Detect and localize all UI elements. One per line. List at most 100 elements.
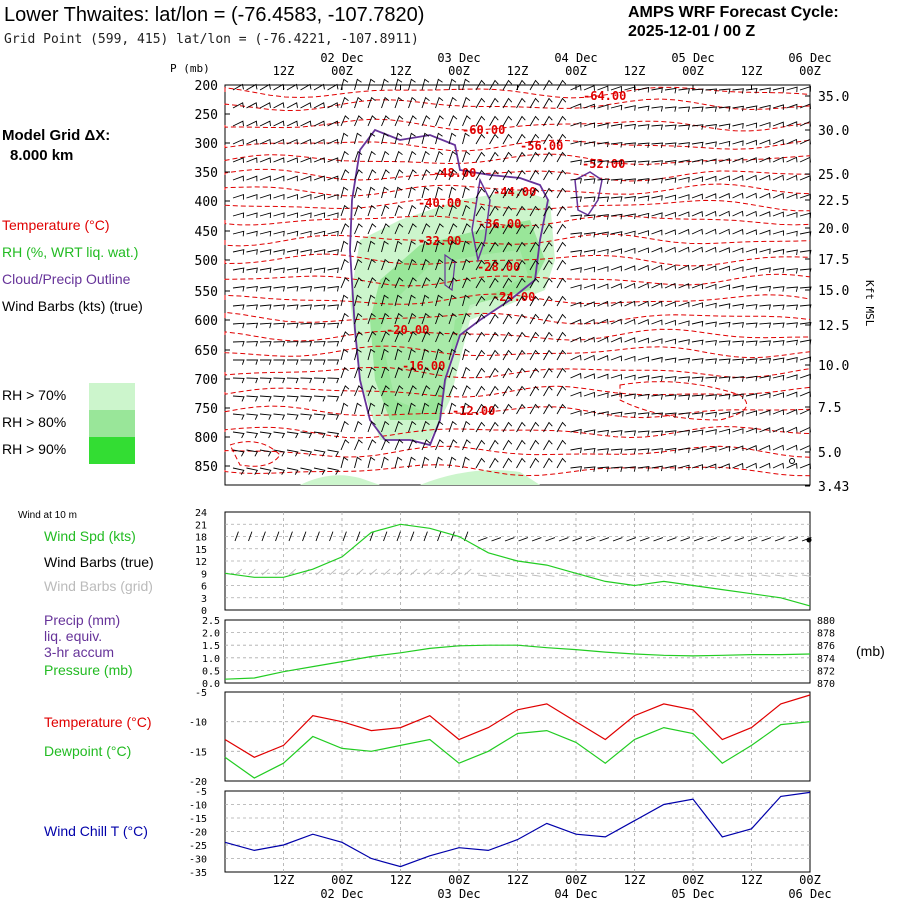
wind-barb xyxy=(462,186,470,199)
temperature-contour-label: -12.00 xyxy=(452,404,495,418)
wind-barb xyxy=(799,408,811,415)
wind-barb xyxy=(718,445,730,452)
wind-barb-true xyxy=(396,531,401,542)
wind-barb xyxy=(786,138,798,145)
precip-tick-label: 1.0 xyxy=(202,654,220,665)
precip-accum-label: 3-hr accum xyxy=(44,644,115,660)
wind-barb xyxy=(759,121,771,128)
wind-barb xyxy=(448,132,457,145)
pressure-tick-label: 650 xyxy=(195,344,218,359)
wind-barb xyxy=(327,102,339,109)
wind-barb xyxy=(637,247,649,254)
pressure-tick-label: 750 xyxy=(195,402,218,417)
wind-chill-line xyxy=(224,791,811,868)
wind-barb xyxy=(475,457,486,469)
wind-barb-true xyxy=(423,531,428,542)
wind-speed-tick-label: 12 xyxy=(195,557,207,568)
wind-barb xyxy=(786,374,798,380)
wind-barb xyxy=(300,359,313,365)
bottom-date-label: 02 Dec xyxy=(320,887,363,900)
wind-barb xyxy=(462,258,471,271)
wind-barb xyxy=(421,456,430,469)
wind-barb xyxy=(597,141,609,148)
wind-barb xyxy=(637,86,650,93)
wind-barb xyxy=(259,413,272,420)
wind-barb xyxy=(327,359,340,365)
wind-barb xyxy=(489,277,499,289)
wind-barb xyxy=(448,366,457,379)
bottom-hour-label: 12Z xyxy=(507,873,529,887)
wind-barb xyxy=(394,150,403,163)
wind-barb xyxy=(394,439,404,451)
wind-barb xyxy=(354,456,362,469)
legend-rh80-swatch xyxy=(89,410,135,437)
wind-barb xyxy=(259,175,271,182)
wind-barb xyxy=(759,357,771,364)
wind-barb xyxy=(232,249,245,255)
wind-barb-true xyxy=(531,537,542,542)
wind-barb xyxy=(718,88,731,94)
wind-barb xyxy=(381,331,390,343)
wind-barb-true xyxy=(747,537,758,542)
wind-barb xyxy=(502,295,513,307)
wind-barb xyxy=(651,142,664,149)
p-axis-title: P (mb) xyxy=(170,62,210,75)
wind-barb xyxy=(583,249,596,255)
wind-barb xyxy=(691,429,704,436)
wind-barb-grid xyxy=(342,568,351,576)
wind-barb xyxy=(516,421,526,433)
bottom-hour-label: 12Z xyxy=(273,873,295,887)
wind-barb xyxy=(556,241,567,253)
wind-barb xyxy=(759,139,771,146)
wind-barb xyxy=(597,300,609,307)
wind-barb xyxy=(732,445,744,452)
wind-chill-tick-label: -20 xyxy=(189,828,207,839)
temperature-contour-label: -24.00 xyxy=(492,290,535,304)
wind-barb xyxy=(772,248,785,255)
wind-barb xyxy=(354,420,363,433)
wind-barb xyxy=(691,358,704,364)
top-date-label: 02 Dec xyxy=(320,51,363,65)
wind-barb xyxy=(259,120,271,127)
wind-speed-tick-label: 21 xyxy=(195,520,207,531)
wind-barb xyxy=(732,210,744,217)
wind-barb xyxy=(489,205,499,217)
wind-barb xyxy=(556,151,567,163)
wind-barb xyxy=(664,177,677,183)
wind-barb xyxy=(232,138,244,145)
wind-barb xyxy=(448,348,457,361)
wind-barb xyxy=(678,88,690,94)
wind-barb xyxy=(273,449,285,457)
wind-barb xyxy=(732,322,744,328)
wind-barb xyxy=(327,467,340,475)
wind-barb-true xyxy=(653,537,664,542)
wind-barb-grid xyxy=(558,574,568,577)
wind-barb xyxy=(718,428,731,435)
wind-barb xyxy=(367,312,376,325)
wind-barb xyxy=(556,133,567,145)
wind-barb xyxy=(570,232,582,238)
legend-rh: RH (%, WRT liq. wat.) xyxy=(2,244,139,260)
wind-barb xyxy=(246,285,258,292)
wind-barb xyxy=(354,294,362,307)
wind-barb xyxy=(300,413,313,420)
wind-barb xyxy=(232,449,245,457)
wind-barb xyxy=(799,156,811,163)
wind-barb xyxy=(772,156,784,163)
kft-tick-label: 5.0 xyxy=(818,446,841,461)
wind-barb xyxy=(772,444,784,451)
wind-barb-true xyxy=(761,537,772,542)
wind-barb xyxy=(691,88,704,94)
wind-barb xyxy=(529,169,540,181)
wind-barb xyxy=(610,392,623,399)
temperature-tick-label: -15 xyxy=(189,747,207,758)
wind-barb-grid xyxy=(545,574,555,577)
wind-barb xyxy=(664,430,677,436)
wind-barb xyxy=(529,349,540,361)
wind-barb xyxy=(232,341,245,347)
wind-barb xyxy=(610,466,623,473)
wind-barb-true xyxy=(666,537,677,542)
top-date-label: 04 Dec xyxy=(554,51,597,65)
wind-barb xyxy=(286,341,299,347)
wind-barb xyxy=(286,377,299,384)
